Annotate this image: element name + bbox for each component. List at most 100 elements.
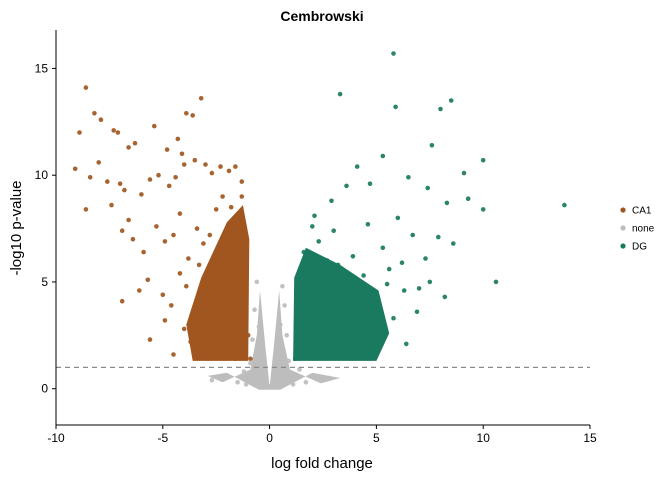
point-none (286, 358, 292, 364)
point-ca1 (171, 232, 176, 238)
point-none (280, 283, 285, 289)
point-ca1 (119, 298, 125, 304)
point-none (250, 337, 255, 342)
point-ca1 (145, 277, 151, 283)
point-ca1 (130, 236, 136, 242)
point-ca1 (203, 162, 208, 167)
x-tick-label: 5 (373, 431, 380, 445)
x-axis-title: log fold change (271, 455, 373, 472)
point-dg (448, 98, 454, 103)
point-ca1 (147, 177, 153, 182)
point-none (252, 307, 257, 313)
point-ca1 (92, 111, 97, 116)
point-dg (292, 356, 298, 362)
point-dg (423, 256, 428, 261)
point-dg (425, 185, 431, 191)
point-ca1 (222, 309, 227, 315)
point-ca1 (239, 179, 245, 184)
point-ca1 (196, 262, 202, 268)
point-dg (333, 283, 339, 289)
point-ca1 (233, 164, 238, 169)
legend-label-dg: DG (632, 242, 647, 253)
point-ca1 (239, 194, 245, 199)
y-tick-label: 15 (35, 61, 49, 75)
point-ca1 (181, 162, 187, 167)
point-ca1 (117, 181, 123, 186)
point-dg (414, 309, 420, 315)
point-ca1 (243, 318, 249, 323)
point-none (260, 377, 266, 383)
point-ca1 (235, 215, 240, 221)
point-none (235, 380, 240, 385)
point-dg (301, 249, 307, 255)
point-ca1 (184, 283, 189, 289)
point-dg (295, 343, 300, 349)
point-dg (480, 207, 486, 212)
point-ca1 (96, 160, 101, 165)
point-none (267, 384, 272, 389)
point-ca1 (109, 202, 114, 208)
point-dg (337, 91, 343, 97)
point-ca1 (162, 239, 168, 244)
point-dg (444, 200, 450, 206)
legend-key-ca1 (620, 207, 626, 213)
point-ca1 (228, 258, 234, 263)
point-ca1 (201, 241, 206, 246)
point-dg (303, 320, 309, 325)
point-ca1 (141, 249, 146, 255)
point-ca1 (166, 183, 172, 189)
point-ca1 (156, 172, 161, 178)
point-dg (359, 292, 364, 298)
point-ca1 (164, 147, 170, 152)
point-dg (493, 279, 499, 285)
point-ca1 (188, 339, 193, 345)
point-dg (354, 164, 360, 169)
legend-key-dg (620, 243, 626, 249)
point-dg (429, 143, 435, 148)
point-dg (307, 305, 313, 310)
point-dg (427, 279, 433, 285)
point-dg (374, 301, 379, 306)
point-ca1 (239, 283, 245, 289)
point-dg (329, 198, 334, 204)
point-ca1 (154, 224, 159, 229)
point-none (282, 303, 287, 308)
point-dg (438, 106, 443, 112)
point-none (254, 369, 260, 374)
point-dg (386, 266, 392, 272)
point-ca1 (203, 296, 208, 302)
point-dg (344, 337, 349, 342)
point-none (314, 373, 319, 379)
y-tick-label: 0 (41, 382, 48, 396)
y-axis-title: -log10 p-value (8, 180, 25, 275)
point-ca1 (218, 164, 223, 169)
point-dg (322, 296, 328, 302)
point-dg (331, 228, 337, 233)
point-ca1 (179, 151, 185, 157)
point-dg (361, 273, 366, 278)
point-ca1 (139, 192, 144, 197)
point-none (297, 367, 302, 372)
point-none (282, 367, 287, 372)
x-tick-label: 10 (477, 431, 491, 445)
point-none (254, 279, 260, 285)
point-none (241, 369, 247, 374)
point-dg (562, 202, 567, 208)
point-ca1 (233, 330, 238, 336)
point-none (275, 375, 281, 381)
none-cloud (207, 290, 341, 390)
point-dg (436, 234, 441, 240)
point-none (256, 324, 262, 330)
point-ca1 (192, 157, 198, 163)
point-dg (384, 281, 390, 287)
point-dg (393, 104, 398, 110)
point-dg (316, 239, 322, 244)
point-ca1 (241, 228, 247, 233)
point-none (209, 377, 215, 383)
point-dg (327, 330, 332, 336)
point-dg (401, 288, 407, 293)
point-ca1 (245, 333, 251, 338)
point-ca1 (237, 305, 242, 310)
